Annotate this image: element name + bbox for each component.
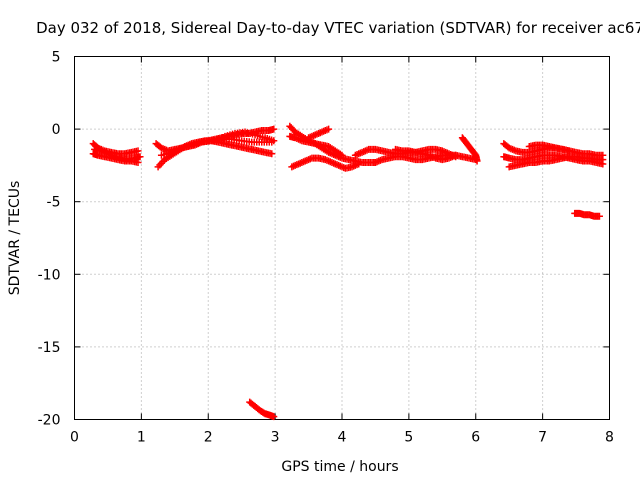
series-arc-6c — [505, 153, 607, 171]
y-tick-label: 0 — [52, 122, 61, 138]
series-arc-1c — [91, 145, 144, 164]
y-tick-label: -5 — [47, 195, 61, 211]
grid — [74, 56, 610, 420]
series-arc-4c — [288, 154, 363, 172]
data-point — [452, 151, 460, 159]
axis-ticks: 0 1 2 3 4 5 6 7 8 5 0 -5 -10 -15 -20 — [38, 50, 614, 446]
series-arc-4d — [305, 125, 333, 142]
series-arc-4b — [286, 132, 346, 159]
x-tick-label: 7 — [538, 430, 547, 446]
y-tick-label: -20 — [38, 413, 61, 429]
x-tick-label: 4 — [338, 430, 347, 446]
x-tick-label: 8 — [605, 430, 614, 446]
x-axis-label: GPS time / hours — [281, 459, 398, 475]
data-points — [89, 122, 607, 421]
data-point — [270, 137, 278, 145]
data-point — [136, 153, 144, 161]
data-point — [565, 147, 573, 155]
x-tick-label: 5 — [404, 430, 413, 446]
data-point — [355, 160, 363, 168]
data-point — [134, 147, 142, 155]
data-point — [338, 151, 346, 159]
y-tick-label: -10 — [38, 267, 61, 283]
data-point — [473, 157, 481, 165]
series-arc-5d — [392, 145, 460, 164]
x-tick-label: 6 — [471, 430, 480, 446]
data-point — [268, 150, 276, 158]
data-point — [270, 125, 278, 133]
series-arc-7 — [571, 209, 603, 220]
data-point — [599, 156, 607, 164]
series-arc-2d — [211, 128, 278, 145]
series-arc-6d — [525, 141, 573, 155]
y-axis-label: SDTVAR / TECUs — [7, 181, 23, 296]
x-tick-label: 2 — [204, 430, 213, 446]
y-tick-label: -15 — [38, 340, 61, 356]
data-point — [270, 413, 278, 421]
y-tick-label: 5 — [52, 50, 61, 66]
data-point — [325, 125, 333, 133]
x-tick-label: 3 — [271, 430, 280, 446]
chart-title: Day 032 of 2018, Sidereal Day-to-day VTE… — [36, 19, 640, 37]
series-arc-5c — [458, 134, 481, 165]
data-point — [595, 212, 603, 220]
series-arc-3 — [246, 398, 278, 421]
x-tick-label: 1 — [137, 430, 146, 446]
x-tick-label: 0 — [70, 430, 79, 446]
